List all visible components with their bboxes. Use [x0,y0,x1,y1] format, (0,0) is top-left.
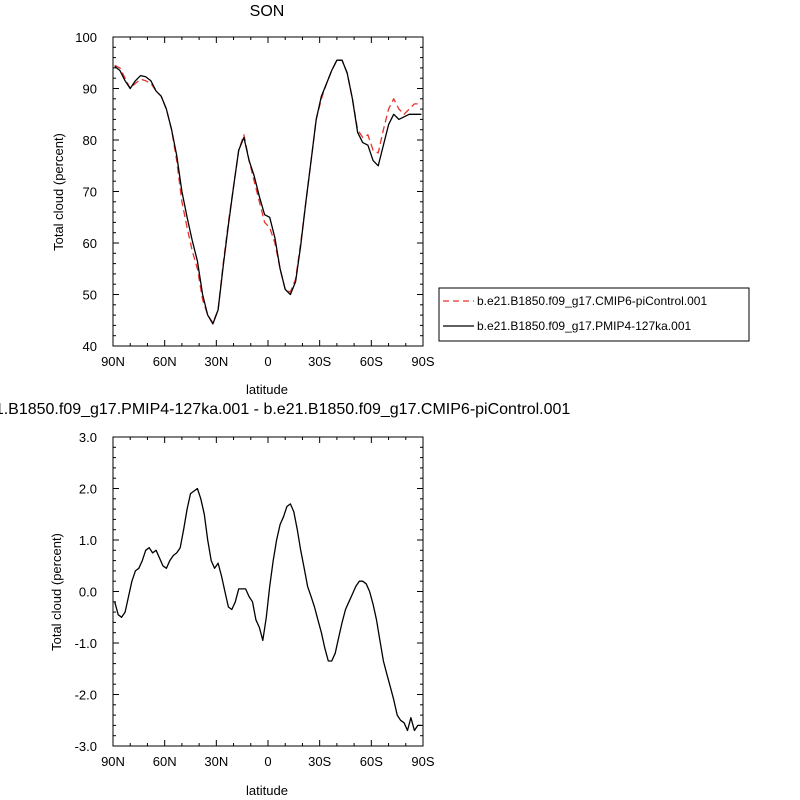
top-panel-axes: 90N 60N 30N 0 30S 60S 90S 40 50 60 70 80 90 100 [75,30,435,369]
bottom-panel-series-line-1 [114,487,422,732]
bottom-panel-y-tick-label: 2.0 [79,482,97,497]
top-panel-y-tick-label: 60 [83,236,97,251]
top-panel-ylabel: Total cloud (percent) [51,133,66,251]
bottom-panel-ylabel: Total cloud (percent) [49,533,64,651]
top-panel-xlabel: latitude [246,382,288,397]
top-panel-x-tick-label: 30S [308,354,331,369]
top-panel-series-line-2 [114,59,422,325]
top-panel-y-tick-label: 50 [83,288,97,303]
bottom-panel: b.e21.B1850.f09_g17.PMIP4-127ka.001 - b.… [0,401,570,798]
bottom-panel-y-tick-label: -1.0 [75,636,97,651]
bottom-panel-y-tick-label: -3.0 [75,739,97,754]
top-panel-y-tick-label: 90 [83,82,97,97]
legend-label-series-1: b.e21.B1850.f09_g17.CMIP6-piControl.001 [477,294,707,308]
bottom-panel-x-tick-label: 90S [411,754,434,769]
top-panel-frame [112,36,424,347]
legend-box [438,287,750,342]
top-panel-y-tick-label: 70 [83,185,97,200]
bottom-panel-x-tick-label: 30S [308,754,331,769]
bottom-panel-x-tick-label: 30N [204,754,228,769]
legend-label-series-2: b.e21.B1850.f09_g17.PMIP4-127ka.001 [477,319,691,333]
bottom-panel-x-tick-label: 60S [360,754,383,769]
bottom-panel-y-tick-label: 3.0 [79,430,97,445]
bottom-panel-title: b.e21.B1850.f09_g17.PMIP4-127ka.001 - b.… [0,401,570,418]
top-panel: SON Total cloud (percent) latitude 90N 60… [51,3,435,397]
top-panel-title: SON [250,3,285,20]
top-panel-y-tick-label: 40 [83,339,97,354]
bottom-panel-x-tick-label: 90N [101,754,125,769]
top-panel-x-tick-label: 60N [153,354,177,369]
top-panel-y-tick-label: 80 [83,133,97,148]
bottom-panel-y-tick-label: -2.0 [75,688,97,703]
bottom-panel-x-tick-label: 0 [264,754,271,769]
top-panel-series [114,59,422,325]
top-panel-x-tick-label: 90S [411,354,434,369]
top-panel-x-tick-label: 0 [264,354,271,369]
top-panel-y-tick-label: 100 [75,30,97,45]
bottom-panel-xlabel: latitude [246,783,288,798]
top-panel-x-tick-label: 30N [204,354,228,369]
bottom-panel-frame [112,436,424,747]
legend: b.e21.B1850.f09_g17.CMIP6-piControl.001 … [438,287,750,342]
top-panel-x-tick-label: 60S [360,354,383,369]
top-panel-x-tick-label: 90N [101,354,125,369]
bottom-panel-axes: 90N 60N 30N 0 30S 60S 90S -3.0 -2.0 -1.0 0.0 1.0 2.0… [75,430,435,769]
bottom-panel-y-tick-label: 1.0 [79,533,97,548]
bottom-panel-y-tick-label: 0.0 [79,585,97,600]
top-panel-series-line-1 [114,59,422,324]
bottom-panel-series [114,487,422,732]
bottom-panel-x-tick-label: 60N [153,754,177,769]
